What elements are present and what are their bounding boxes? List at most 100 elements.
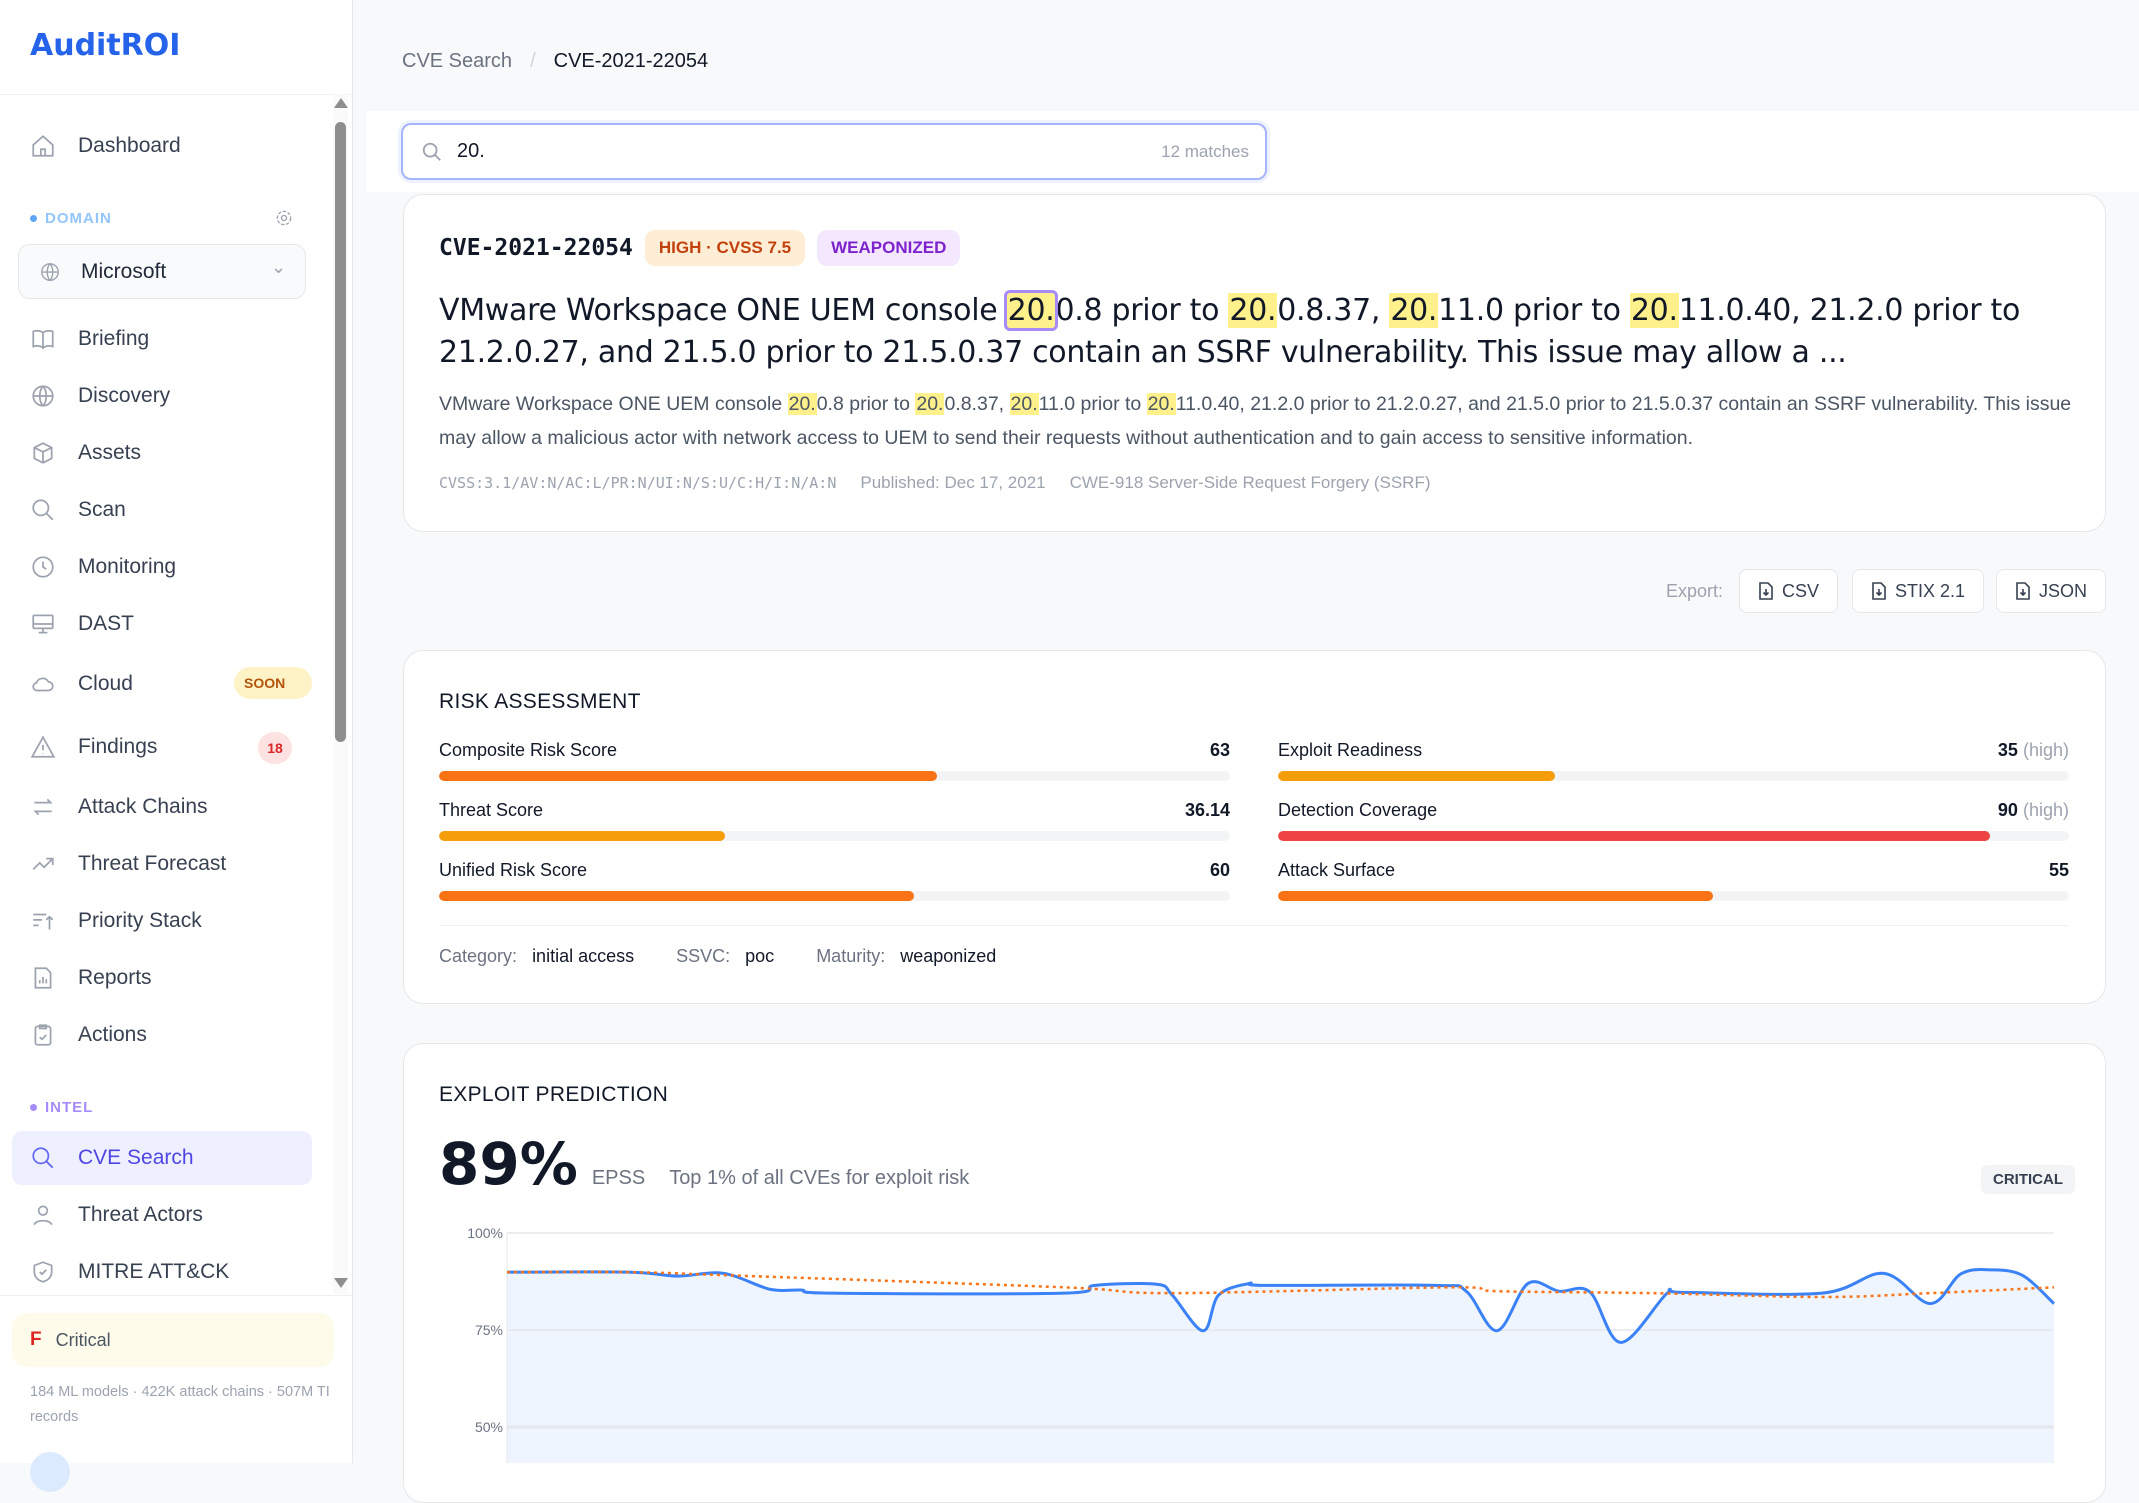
search-highlight: 20. — [1146, 393, 1176, 415]
risk-meta: Category: initial access SSVC: poc Maturit… — [439, 946, 996, 967]
text-segment: VMware Workspace ONE UEM console — [439, 293, 1007, 328]
metric-value: 35 — [1997, 740, 2018, 760]
button-label: CSV — [1782, 580, 1820, 601]
epss-chart: 100% 75% 50% — [467, 1225, 2056, 1463]
app-logo[interactable]: AuditROI — [30, 28, 181, 63]
metric-label: Exploit Readiness — [1278, 740, 1423, 760]
progress-fill — [439, 771, 938, 781]
export-json-button[interactable]: JSON — [1996, 569, 2107, 613]
search-input[interactable]: 20. 12 matches — [401, 123, 1267, 180]
scroll-up-icon[interactable] — [334, 98, 348, 108]
sidebar-item-monitoring[interactable]: Monitoring — [12, 540, 312, 594]
gear-icon[interactable] — [274, 208, 294, 228]
sidebar-item-label: Monitoring — [78, 555, 177, 578]
breadcrumb-current: CVE-2021-22054 — [553, 50, 709, 72]
cve-meta: CVSS:3.1/AV:N/AC:L/PR:N/UI:N/S:U/C:H/I:N… — [439, 473, 1431, 493]
epss-unit: EPSS — [591, 1167, 646, 1189]
text-segment: 0.8.37, — [944, 393, 1010, 415]
epss-line — [506, 1267, 2056, 1344]
sidebar-item-scan[interactable]: Scan — [12, 483, 312, 537]
sidebar-item-threat-forecast[interactable]: Threat Forecast — [12, 837, 312, 891]
metric-label: Unified Risk Score — [439, 860, 588, 880]
sidebar-item-attack-chains[interactable]: Attack Chains — [12, 780, 312, 834]
search-highlight: 20. — [1629, 293, 1679, 328]
epss-caption: Top 1% of all CVEs for exploit risk — [669, 1167, 970, 1189]
risk-metric: Unified Risk Score 60 — [439, 860, 1230, 901]
sidebar-item-label: MITRE ATT&CK — [78, 1260, 230, 1283]
sidebar-item-cve-search[interactable]: CVE Search — [12, 1131, 312, 1185]
cve-title: VMware Workspace ONE UEM console 20. 0.8 … — [439, 290, 2079, 374]
sidebar-item-label: Priority Stack — [78, 909, 202, 932]
scrollbar-thumb[interactable] — [335, 122, 346, 742]
cube-icon — [33, 442, 53, 464]
sidebar-item-findings[interactable]: Findings 18 — [12, 720, 312, 774]
metric-value: 36.14 — [1184, 800, 1230, 820]
warning-icon — [30, 735, 56, 758]
text-segment: VMware Workspace ONE UEM console — [439, 393, 788, 415]
divider — [439, 925, 2069, 926]
sort-icon — [33, 913, 54, 930]
severity-badge: HIGH · CVSS 7.5 — [644, 230, 806, 266]
divider — [0, 1295, 352, 1296]
meta-item: Category: initial access — [439, 946, 634, 967]
breadcrumb: CVE Search / CVE-2021-22054 — [402, 50, 708, 73]
export-csv-button[interactable]: CSV — [1739, 569, 1839, 613]
export-stix-button[interactable]: STIX 2.1 — [1852, 569, 1985, 613]
breadcrumb-separator: / — [530, 50, 536, 72]
progress-fill — [1278, 771, 1555, 781]
status-badge: WEAPONIZED — [817, 230, 961, 266]
file-download-icon — [1759, 582, 1773, 600]
sidebar-item-dashboard[interactable]: Dashboard — [12, 119, 312, 173]
sidebar-item-assets[interactable]: Assets — [12, 426, 312, 480]
sidebar-item-reports[interactable]: Reports — [12, 951, 312, 1005]
sidebar-item-mitre-att-ck[interactable]: MITRE ATT&CK — [12, 1245, 312, 1299]
progress-fill — [1278, 831, 1990, 841]
divider — [0, 94, 352, 95]
cloud-icon — [32, 677, 54, 692]
sidebar-item-briefing[interactable]: Briefing — [12, 312, 312, 366]
domain-value: Microsoft — [81, 259, 167, 283]
text-segment: 11.0.40, 21.2.0 prior to 21.2.0.27, and … — [439, 293, 2021, 370]
sidebar-item-label: Briefing — [78, 327, 150, 350]
meta-key: Category: — [439, 946, 518, 966]
risk-metric: Detection Coverage 90 (high) — [1278, 800, 2069, 841]
arrows-icon — [33, 798, 53, 816]
sidebar-item-label: Actions — [78, 1023, 147, 1046]
breadcrumb-parent[interactable]: CVE Search — [402, 50, 513, 72]
published-date: Published: Dec 17, 2021 — [860, 473, 1046, 492]
risk-assessment-card — [403, 650, 2106, 1004]
clipboard-icon — [34, 1024, 52, 1046]
search-icon — [32, 1147, 54, 1169]
sidebar-item-label: Discovery — [78, 384, 171, 407]
risk-grade-card[interactable]: F Critical — [12, 1313, 334, 1367]
y-tick-label: 75% — [475, 1322, 503, 1338]
metric-note: (high) — [2022, 740, 2069, 760]
progress-track — [439, 891, 1230, 901]
meta-key: Maturity: — [816, 946, 886, 966]
shield-icon — [33, 1261, 53, 1283]
progress-fill — [1278, 891, 1714, 901]
metric-value: 55 — [2048, 860, 2069, 880]
sidebar-item-label: Threat Actors — [78, 1203, 203, 1226]
sidebar-item-actions[interactable]: Actions — [12, 1008, 312, 1062]
sidebar-item-threat-actors[interactable]: Threat Actors — [12, 1188, 312, 1242]
progress-fill — [439, 831, 725, 841]
text-segment: 0.8 prior to — [816, 393, 916, 415]
domain-select[interactable]: Microsoft ⌄ — [18, 244, 306, 299]
meta-key: SSVC: — [676, 946, 731, 966]
sidebar-item-cloud[interactable]: Cloud SOON — [12, 657, 312, 711]
metric-value: 90 — [1997, 800, 2018, 820]
risk-metric: Attack Surface 55 — [1278, 860, 2069, 901]
sidebar-item-label: Threat Forecast — [78, 852, 227, 875]
book-icon — [32, 329, 54, 350]
text-segment: 0.8 prior to — [1055, 293, 1229, 328]
sidebar-item-dast[interactable]: DAST — [12, 597, 312, 651]
sidebar-item-label: Dashboard — [78, 134, 181, 157]
sidebar-item-discovery[interactable]: Discovery — [12, 369, 312, 423]
scroll-down-icon[interactable] — [334, 1278, 348, 1288]
sidebar-item-priority-stack[interactable]: Priority Stack — [12, 894, 312, 948]
sidebar: AuditROI Dashboard DOMAIN Microsoft ⌄ Br… — [0, 0, 353, 1492]
section-title: RISK ASSESSMENT — [439, 690, 641, 713]
section-label: INTEL — [45, 1099, 94, 1116]
avatar[interactable] — [30, 1452, 70, 1492]
